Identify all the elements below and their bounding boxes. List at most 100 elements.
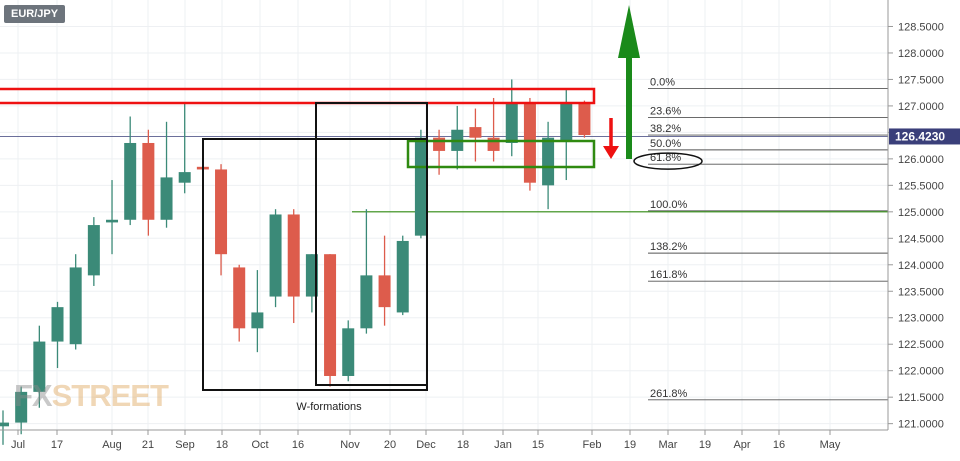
candle — [0, 410, 9, 445]
fib-label: 138.2% — [650, 241, 688, 253]
candle — [523, 97, 536, 191]
candle — [215, 164, 228, 276]
x-tick-label: 18 — [457, 439, 469, 451]
up-arrow-head — [618, 5, 640, 58]
candle-body — [542, 137, 555, 186]
fib-label: 23.6% — [650, 106, 681, 118]
candle-body — [523, 103, 536, 183]
candle-body — [142, 142, 155, 220]
candle-body — [0, 422, 9, 427]
candle — [324, 254, 337, 387]
fibonacci-levels: 0.0% 23.6% 38.2% 50.0% 61.8% 100.0% 138.2% 161.… — [0, 76, 888, 401]
candle-body — [396, 240, 409, 313]
candle — [360, 209, 373, 334]
x-tick-label: 17 — [51, 439, 63, 451]
candle-body — [87, 225, 100, 276]
candle — [414, 129, 427, 239]
x-tick-label: 19 — [624, 439, 636, 451]
fxstreet-watermark: FXSTREET — [14, 378, 169, 413]
x-tick-label: Dec — [416, 439, 436, 451]
x-tick-label: Feb — [583, 439, 602, 451]
candle-body — [33, 341, 46, 392]
symbol-badge: EUR/JPY — [4, 5, 66, 23]
candle — [469, 108, 482, 162]
candle-body — [287, 214, 300, 297]
y-tick-label: 121.5000 — [898, 392, 944, 404]
x-tick-label: 21 — [142, 439, 154, 451]
x-tick-label: 19 — [699, 439, 711, 451]
candle — [87, 217, 100, 286]
y-tick-label: 121.0000 — [898, 419, 944, 431]
candle — [33, 325, 46, 408]
candle-body — [324, 254, 337, 376]
y-tick-label: 125.5000 — [898, 180, 944, 192]
fib-label: 38.2% — [650, 123, 681, 135]
x-tick-label: 20 — [384, 439, 396, 451]
y-tick-label: 126.0000 — [898, 154, 944, 166]
candle — [505, 79, 518, 157]
candle — [305, 254, 318, 313]
candle — [487, 97, 500, 162]
candle — [142, 129, 155, 236]
resistance-box — [0, 87, 596, 105]
candle-body — [433, 137, 446, 151]
x-tick-label: 16 — [292, 439, 304, 451]
x-tick-label: Mar — [659, 439, 678, 451]
y-tick-label: 123.0000 — [898, 313, 944, 325]
candle — [269, 209, 282, 308]
fib-label: 100.0% — [650, 199, 688, 211]
fib-label: 261.8% — [650, 388, 688, 400]
candle — [578, 100, 591, 138]
candle-body — [269, 214, 282, 297]
x-tick-label: Jan — [494, 439, 512, 451]
last-price-label: 126.4230 — [895, 129, 945, 143]
candle — [106, 180, 119, 255]
y-tick-label: 122.0000 — [898, 366, 944, 378]
candle — [542, 121, 555, 210]
candle-body — [15, 391, 28, 423]
y-tick-label: 124.5000 — [898, 233, 944, 245]
y-tick-label: 128.5000 — [898, 21, 944, 33]
x-tick-label: 15 — [532, 439, 544, 451]
y-tick-label: 122.5000 — [898, 339, 944, 351]
candle-body — [487, 137, 500, 151]
candle — [124, 116, 137, 226]
candle-body — [233, 267, 246, 329]
candle-body — [106, 219, 119, 223]
y-tick-label: 123.5000 — [898, 286, 944, 298]
x-tick-label: Nov — [340, 439, 360, 451]
down-arrow-head — [603, 146, 619, 159]
x-tick-label: May — [820, 439, 841, 451]
candle-body — [342, 328, 355, 376]
candle-body — [505, 103, 518, 143]
candle-body — [69, 267, 82, 345]
x-tick-label: Oct — [251, 439, 268, 451]
candle — [251, 270, 264, 353]
candle — [560, 90, 573, 181]
candle-body — [414, 137, 427, 236]
x-tick-label: Aug — [102, 439, 122, 451]
candle-body — [560, 103, 573, 141]
candle-body — [51, 307, 64, 342]
y-tick-label: 127.0000 — [898, 101, 944, 113]
candle — [51, 301, 64, 369]
w-formation-inner-box — [315, 102, 428, 386]
annotations: W-formations — [0, 5, 703, 413]
candle-body — [124, 142, 137, 220]
target-zone-box — [406, 139, 596, 169]
fib-label: 50.0% — [650, 138, 681, 150]
y-tick-label: 128.0000 — [898, 48, 944, 60]
candle-body — [160, 177, 173, 220]
fib-label: 0.0% — [650, 76, 675, 88]
candle-body — [215, 169, 228, 255]
last-price-tag — [889, 128, 960, 145]
up-arrow-shaft — [626, 56, 632, 159]
candle — [233, 264, 246, 342]
x-tick-label: Jul — [11, 439, 25, 451]
candle-body — [360, 275, 373, 329]
y-tick-label: 125.0000 — [898, 207, 944, 219]
axes: 121.0000 121.5000 122.0000 122.5000 123.0000… — [0, 0, 960, 451]
candle-body — [469, 127, 482, 138]
